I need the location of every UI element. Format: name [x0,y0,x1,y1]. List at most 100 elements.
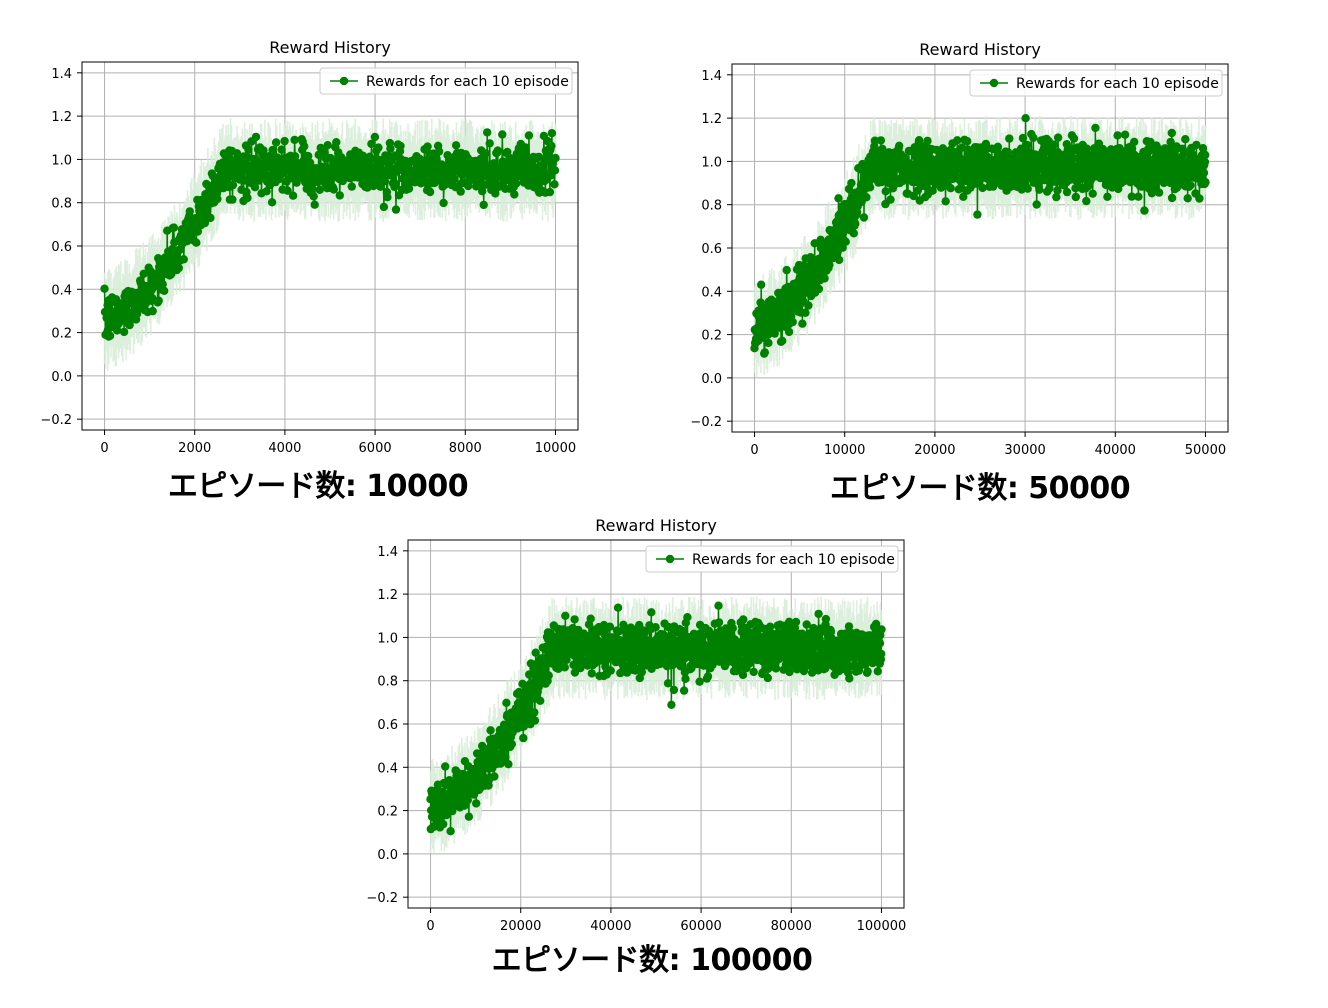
series-point [277,145,286,154]
series-point [531,648,540,657]
series-point [681,674,690,683]
x-tick-label: 30000 [1004,443,1045,458]
series-point [1201,178,1210,187]
x-tick-label: 50000 [1185,443,1226,458]
series-point [637,667,646,677]
series-point [834,255,844,265]
series-point [423,142,432,151]
series-point [463,795,472,805]
series-point [383,193,392,202]
series-point [560,663,569,672]
series-point [306,158,315,167]
series-point [820,274,829,283]
series-point [490,772,499,781]
series-point [288,191,298,200]
series-point [262,187,271,196]
series-point [228,195,237,204]
series-point [1053,186,1062,195]
series-point [851,219,860,228]
series-point [550,180,559,189]
y-tick-label: 0.0 [51,370,72,385]
series-point [1201,150,1210,160]
series-point [481,149,490,158]
x-tick-label: 10000 [535,441,576,456]
series-point [760,348,769,357]
series-point [886,195,895,204]
series-markers [100,128,560,341]
series-point [841,237,850,246]
series-point [738,670,748,680]
series-point [404,184,414,193]
series-point [446,827,455,836]
series-point [268,145,277,155]
series-point [119,327,129,337]
series-point [807,254,817,263]
y-tick-label: 1.0 [51,153,72,168]
series-point [849,229,858,238]
series-point [441,762,450,771]
x-tick-label: 8000 [449,441,482,456]
series-point [941,197,950,206]
series-point [148,306,157,316]
series-point [570,615,579,624]
series-point [304,151,313,161]
series-point [946,184,955,193]
y-tick-label: 1.4 [51,67,72,82]
series-point [485,139,494,148]
series-point [391,205,401,214]
series-point [154,296,163,305]
series-point [1049,140,1058,149]
series-point [739,615,748,624]
series-point [379,202,389,212]
series-point [510,190,519,199]
y-tick-label: 1.2 [701,112,722,127]
series-point [200,218,210,228]
series-point [714,601,723,610]
series-point [507,739,516,749]
series-point [1181,135,1190,144]
series-markers [426,601,886,836]
series-point [332,138,341,147]
series-point [676,662,685,671]
series-point [158,280,167,289]
series-point [1200,157,1210,167]
series-point [464,812,474,821]
series-point [271,138,281,147]
y-tick-label: 0.8 [51,197,72,212]
series-point [1035,185,1044,194]
series-point [586,614,595,623]
series-point [576,664,585,673]
series-point [814,284,824,294]
series-point [504,760,513,769]
series-point [451,141,461,150]
series-point [370,132,380,142]
series-point [667,700,676,709]
series-point [160,286,169,295]
series-point [1023,184,1032,193]
series-point [425,187,435,197]
y-tick-label: 0.6 [51,240,72,255]
series-point [524,131,534,140]
series-point [521,143,530,152]
series-point [804,301,813,310]
series-point [1134,192,1143,201]
series-point [120,300,130,309]
series-point [479,200,488,210]
series-point [174,263,183,273]
legend-box [969,69,1223,97]
y-tick-label: 0.6 [701,242,722,257]
series-point [472,799,481,808]
series-point [439,819,448,829]
series-point [1018,133,1028,143]
series-point [347,182,356,191]
series-point [310,200,319,209]
series-point [770,329,779,338]
series-point [323,141,332,150]
series-point [329,185,338,194]
legend-box [319,67,573,95]
series-point [367,139,376,149]
series-point [973,210,982,219]
series-point [391,179,400,189]
series-point [695,677,704,686]
series-point [1167,193,1177,203]
